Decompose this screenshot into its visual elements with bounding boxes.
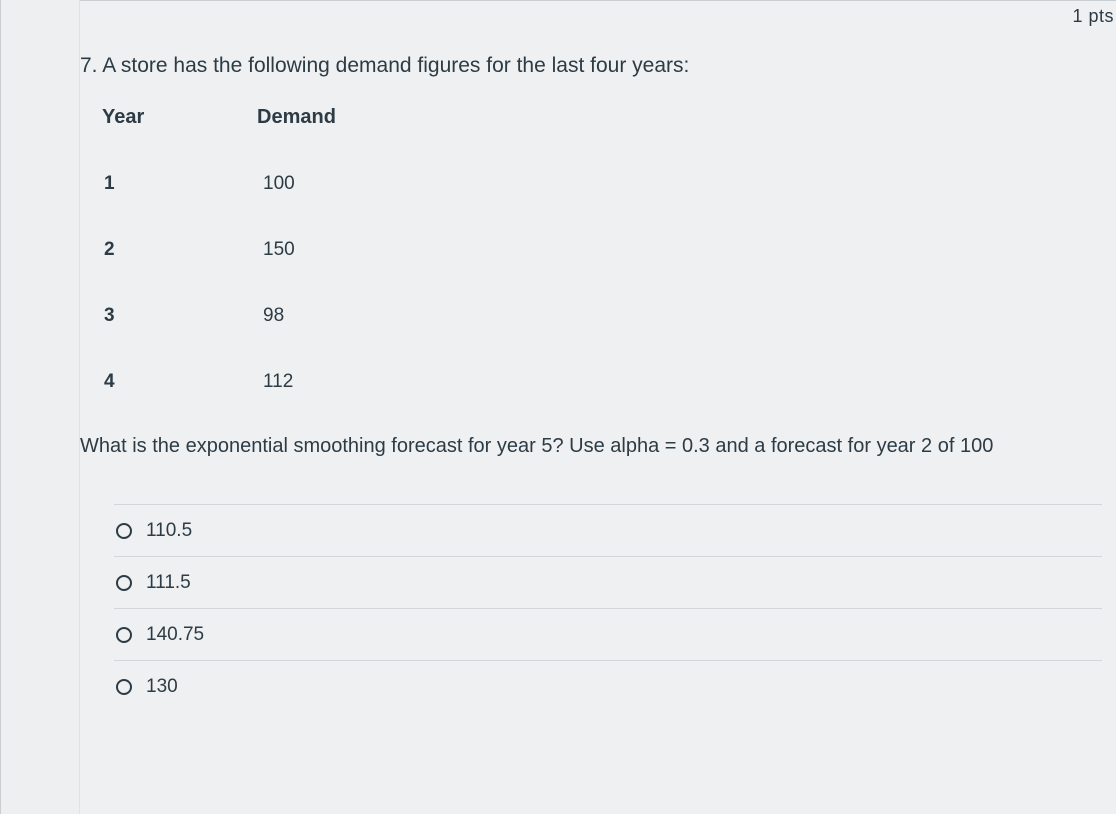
radio-icon [116,523,132,539]
table-cell-year: 4 [102,371,257,393]
table-cell-demand: 150 [257,239,457,261]
demand-table: Year Demand 1 100 2 150 3 98 4 112 [102,106,1102,393]
table-cell-demand: 112 [257,371,457,393]
header-divider [80,0,1116,1]
table-header-year: Year [102,106,257,129]
answer-options: 110.5 111.5 140.75 130 [114,504,1102,712]
answer-option-label: 130 [146,676,178,698]
table-cell-year: 1 [102,173,257,195]
answer-option-label: 110.5 [146,520,192,542]
table-cell-year: 3 [102,305,257,327]
question-body: 1 pts 7. A store has the following deman… [79,0,1116,814]
answer-option[interactable]: 110.5 [114,504,1102,556]
table-header-demand: Demand [257,106,457,129]
answer-option[interactable]: 130 [114,660,1102,712]
radio-icon [116,627,132,643]
answer-option[interactable]: 111.5 [114,556,1102,608]
table-cell-demand: 100 [257,173,457,195]
quiz-question-card: 1 pts 7. A store has the following deman… [0,0,1116,814]
question-followup: What is the exponential smoothing foreca… [80,433,1102,460]
points-label: 1 pts [1072,6,1114,27]
answer-option-label: 140.75 [146,624,204,646]
radio-icon [116,575,132,591]
radio-icon [116,679,132,695]
answer-option-label: 111.5 [146,572,191,594]
table-cell-year: 2 [102,239,257,261]
answer-option[interactable]: 140.75 [114,608,1102,660]
question-prompt: 7. A store has the following demand figu… [80,52,1102,80]
question-content: 7. A store has the following demand figu… [80,52,1108,814]
table-cell-demand: 98 [257,305,457,327]
